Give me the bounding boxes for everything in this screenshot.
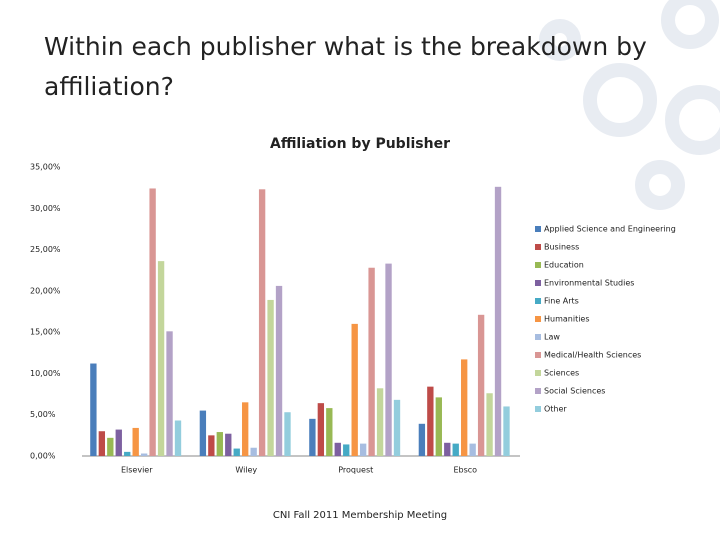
bar — [351, 323, 358, 456]
footer: CNI Fall 2011 Membership Meeting — [273, 510, 447, 521]
bar — [317, 403, 325, 456]
legend-swatch — [535, 406, 541, 412]
legend-label: Fine Arts — [544, 297, 579, 306]
bar — [267, 299, 274, 456]
legend-label: Environmental Studies — [544, 279, 634, 288]
y-tick-label: 15,00% — [30, 328, 61, 337]
legend-swatch — [535, 352, 541, 358]
bar — [250, 447, 257, 456]
bar — [107, 437, 114, 456]
bar — [393, 399, 401, 456]
x-tick-label: Wiley — [235, 466, 257, 475]
bar — [90, 363, 97, 456]
bar — [132, 427, 139, 456]
bar — [494, 186, 502, 456]
y-tick-label: 10,00% — [30, 369, 61, 378]
legend-label: Medical/Health Sciences — [544, 351, 641, 360]
bar — [334, 442, 341, 456]
decoration — [539, 0, 720, 210]
legend-label: Law — [544, 333, 560, 342]
bar — [157, 261, 165, 456]
bar — [124, 451, 131, 456]
y-tick-label: 5,00% — [30, 410, 56, 419]
x-tick-label: Ebsco — [453, 466, 477, 475]
bar — [469, 443, 476, 456]
bar — [359, 443, 367, 456]
bar — [452, 443, 459, 456]
slide-title-line: affiliation? — [44, 72, 174, 101]
legend-swatch — [535, 226, 541, 232]
chart-title: Affiliation by Publisher — [270, 136, 450, 152]
bar — [326, 408, 333, 456]
legend-swatch — [535, 262, 541, 268]
legend-swatch — [535, 388, 541, 394]
bar — [115, 429, 122, 456]
bar — [216, 432, 223, 456]
legend-swatch — [535, 370, 541, 376]
bar — [225, 433, 232, 456]
slide-title-line: Within each publisher what is the breakd… — [44, 32, 647, 61]
x-tick-label: Proquest — [338, 466, 373, 475]
bar — [233, 448, 240, 456]
legend-label: Humanities — [544, 315, 590, 324]
y-tick-label: 25,00% — [30, 245, 61, 254]
legend-label: Applied Science and Engineering — [544, 225, 676, 234]
bar — [477, 314, 485, 456]
legend-label: Other — [544, 405, 567, 414]
bar — [418, 423, 426, 456]
y-tick-label: 20,00% — [30, 286, 61, 295]
legend-swatch — [535, 298, 541, 304]
bar — [242, 402, 249, 456]
bar — [343, 444, 350, 456]
legend-label: Business — [544, 243, 579, 252]
legend-swatch — [535, 280, 541, 286]
bar — [258, 189, 266, 456]
bar — [166, 331, 173, 456]
legend-label: Social Sciences — [544, 387, 605, 396]
bar — [149, 188, 156, 456]
bar — [461, 359, 468, 456]
bar — [208, 435, 215, 456]
bar — [486, 393, 493, 456]
bar — [284, 412, 291, 456]
y-tick-label: 30,00% — [30, 204, 61, 213]
bar — [174, 420, 182, 456]
legend-swatch — [535, 334, 541, 340]
bar — [309, 418, 316, 456]
legend-label: Sciences — [544, 369, 579, 378]
legend-label: Education — [544, 261, 584, 270]
legend-swatch — [535, 316, 541, 322]
bar — [385, 263, 392, 456]
bar — [199, 410, 207, 456]
legend-swatch — [535, 244, 541, 250]
bar — [368, 267, 375, 456]
bar — [140, 453, 148, 456]
bar — [98, 431, 106, 456]
y-tick-label: 0,00% — [30, 452, 56, 461]
bar — [275, 285, 283, 456]
bar — [435, 397, 442, 456]
bar — [503, 406, 510, 456]
y-tick-label: 35,00% — [30, 163, 61, 172]
bar — [427, 386, 434, 456]
bar — [444, 442, 451, 456]
bar — [376, 388, 384, 456]
x-tick-label: Elsevier — [121, 466, 153, 475]
